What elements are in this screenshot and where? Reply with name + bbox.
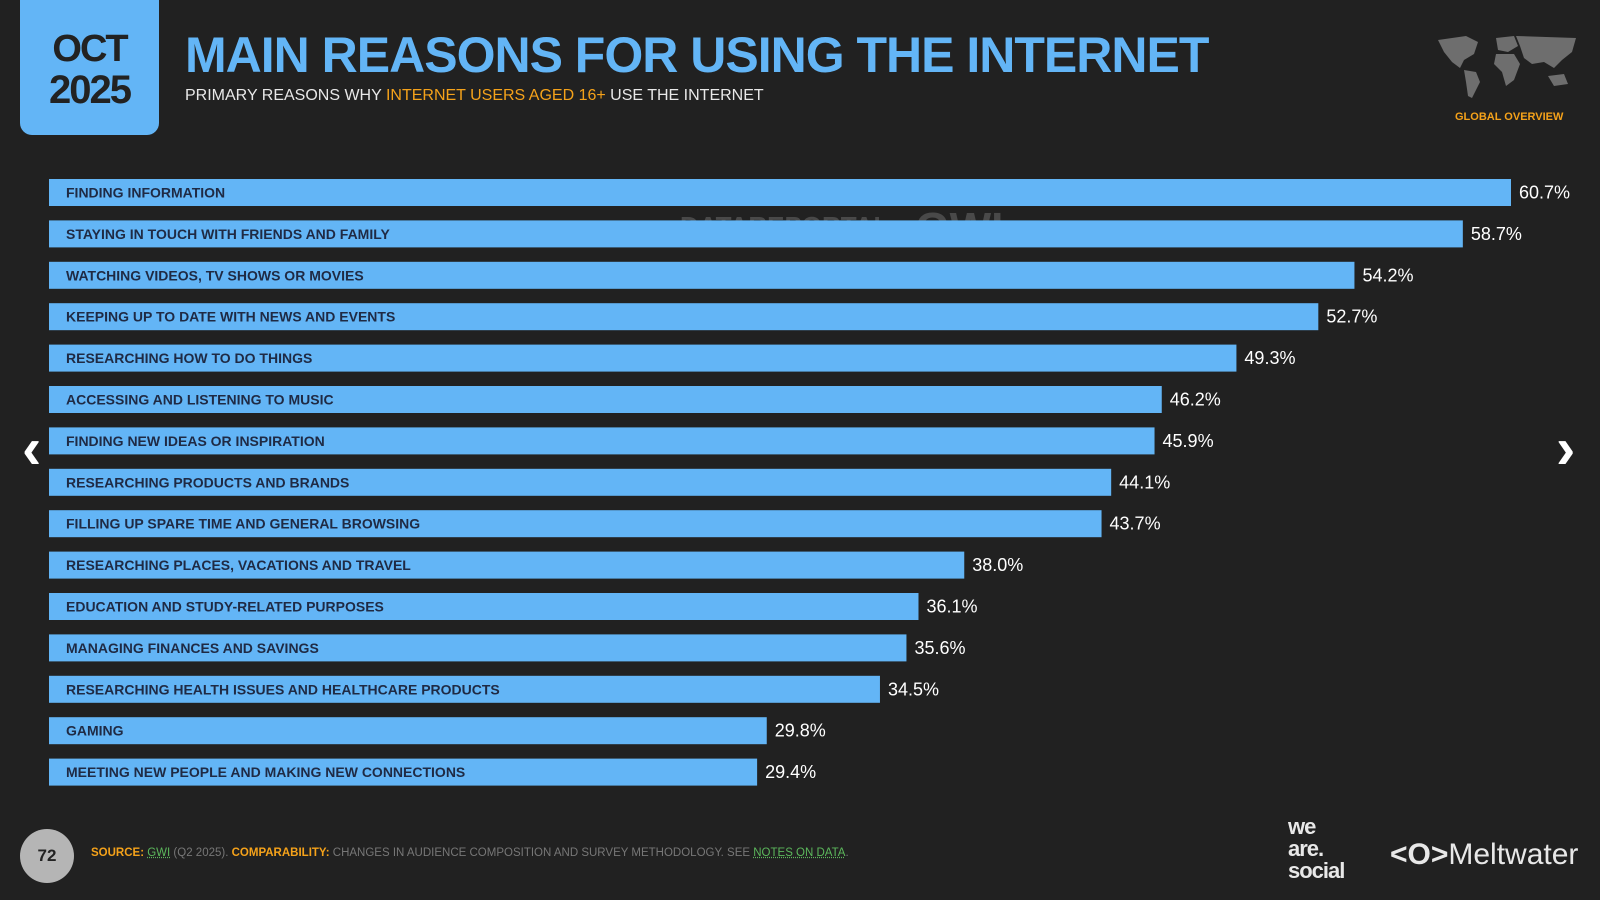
bar <box>49 468 1112 496</box>
bar-value-label: 52.7% <box>1326 307 1377 327</box>
bar-category-label: FILLING UP SPARE TIME AND GENERAL BROWSI… <box>66 516 420 532</box>
logo-line: we <box>1288 814 1316 839</box>
bar-category-label: GAMING <box>66 723 124 739</box>
source-link[interactable]: GWI <box>147 847 171 859</box>
bar-value-label: 29.8% <box>775 721 826 741</box>
bar-category-label: MEETING NEW PEOPLE AND MAKING NEW CONNEC… <box>66 764 465 780</box>
bar <box>49 261 1355 289</box>
comparability-label: COMPARABILITY: <box>231 847 330 859</box>
source-note: SOURCE: GWI (Q2 2025). COMPARABILITY: CH… <box>91 847 849 859</box>
bar-category-label: FINDING NEW IDEAS OR INSPIRATION <box>66 433 325 449</box>
bar-value-label: 60.7% <box>1519 183 1570 203</box>
bar-category-label: FINDING INFORMATION <box>66 185 225 201</box>
bar-value-label: 43.7% <box>1110 514 1161 534</box>
meltwater-wordmark: Meltwater <box>1448 838 1579 871</box>
notes-end: . <box>845 847 849 859</box>
bar-value-label: 36.1% <box>926 597 977 617</box>
bar <box>49 758 758 786</box>
date-badge: OCT 2025 <box>20 0 159 135</box>
bar-category-label: RESEARCHING HOW TO DO THINGS <box>66 350 312 366</box>
bar-value-label: 49.3% <box>1244 348 1295 368</box>
bar-value-label: 44.1% <box>1119 472 1170 492</box>
world-map-icon <box>1438 36 1576 98</box>
bar <box>49 634 907 662</box>
page-subtitle: PRIMARY REASONS WHY INTERNET USERS AGED … <box>185 87 764 105</box>
bar-category-label: WATCHING VIDEOS, TV SHOWS OR MOVIES <box>66 267 364 283</box>
logo-line: are. <box>1288 836 1324 861</box>
date-month: OCT <box>52 27 128 70</box>
region-label: GLOBAL OVERVIEW <box>1455 111 1564 123</box>
source-label: SOURCE: <box>91 847 145 859</box>
page-title: MAIN REASONS FOR USING THE INTERNET <box>185 27 1209 83</box>
bar <box>49 593 919 620</box>
bar-category-label: MANAGING FINANCES AND SAVINGS <box>66 640 319 656</box>
bar <box>49 303 1319 331</box>
bar-category-label: EDUCATION AND STUDY-RELATED PURPOSES <box>66 599 384 615</box>
page-number: 72 <box>20 829 74 883</box>
bar-value-label: 34.5% <box>888 679 939 699</box>
bar-value-label: 45.9% <box>1163 431 1214 451</box>
bar-value-label: 54.2% <box>1362 265 1413 285</box>
bar-category-label: ACCESSING AND LISTENING TO MUSIC <box>66 392 334 408</box>
bar <box>49 344 1237 372</box>
subtitle-pre: PRIMARY REASONS WHY <box>185 87 386 104</box>
bar-value-label: 38.0% <box>972 555 1023 575</box>
subtitle-highlight: INTERNET USERS AGED 16+ <box>385 87 606 104</box>
bar-value-label: 29.4% <box>765 762 816 782</box>
bar-category-label: RESEARCHING PLACES, VACATIONS AND TRAVEL <box>66 557 411 573</box>
notes-on-data-link[interactable]: NOTES ON DATA <box>753 847 846 859</box>
bar-category-label: KEEPING UP TO DATE WITH NEWS AND EVENTS <box>66 309 395 325</box>
bar <box>49 386 1162 413</box>
meltwater-logo: <O>Meltwater <box>1390 838 1578 872</box>
bar <box>49 220 1463 248</box>
logo-line: social <box>1288 858 1345 883</box>
we-are-social-logo: we are. social <box>1288 814 1345 883</box>
bar <box>49 675 880 703</box>
bar-category-label: RESEARCHING HEALTH ISSUES AND HEALTHCARE… <box>66 681 500 697</box>
source-detail: (Q2 2025). <box>170 847 232 859</box>
date-year: 2025 <box>49 67 132 112</box>
chevron-right-icon[interactable]: › <box>1556 416 1576 481</box>
bar-value-label: 58.7% <box>1471 224 1522 244</box>
bar <box>49 510 1102 538</box>
meltwater-mark-icon: <O> <box>1390 838 1449 871</box>
bar <box>49 551 965 579</box>
bar <box>49 427 1155 455</box>
chevron-left-icon[interactable]: ‹ <box>22 416 42 481</box>
subtitle-post: USE THE INTERNET <box>605 87 764 104</box>
bar-value-label: 35.6% <box>914 638 965 658</box>
bar <box>49 717 767 745</box>
bar <box>49 179 1511 206</box>
comparability-text: CHANGES IN AUDIENCE COMPOSITION AND SURV… <box>329 847 754 859</box>
bar-value-label: 46.2% <box>1170 390 1221 410</box>
bar-category-label: RESEARCHING PRODUCTS AND BRANDS <box>66 474 349 490</box>
bar-category-label: STAYING IN TOUCH WITH FRIENDS AND FAMILY <box>66 226 390 242</box>
